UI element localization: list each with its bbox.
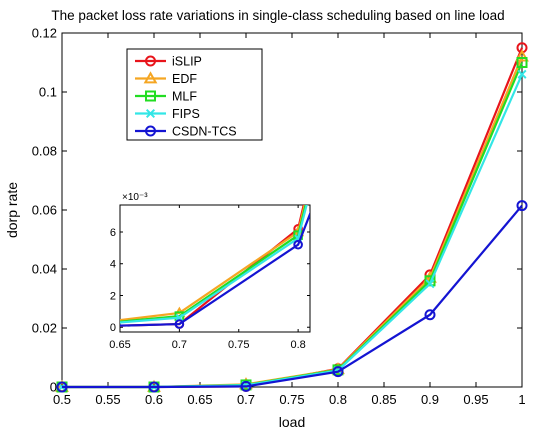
inset-series-layer bbox=[120, 205, 310, 329]
x-tick-label: 0.55 bbox=[95, 392, 120, 407]
inset-y-tick-label: 6 bbox=[110, 227, 116, 239]
inset-plot-frame bbox=[119, 204, 311, 333]
legend-items: iSLIP EDF MLF FIPS CSDN-TCS bbox=[135, 55, 237, 139]
legend-label-edf: EDF bbox=[172, 72, 197, 86]
y-tick-label: 0 bbox=[50, 380, 57, 395]
inset-x-tick-label: 0.8 bbox=[290, 339, 305, 351]
inset-axes: ×10⁻³ 0.65 0.7 0.75 0.8 0 2 4 6 bbox=[109, 192, 311, 351]
legend-marker-fips bbox=[145, 108, 156, 119]
data-point-mlf bbox=[424, 275, 436, 287]
legend-item-edf: EDF bbox=[135, 71, 197, 86]
data-point-csdn-tcs bbox=[516, 200, 528, 212]
inset-y-ticks: 0 2 4 6 bbox=[110, 227, 310, 334]
main-x-ticks: 0.5 0.55 0.6 0.65 0.7 0.75 0.8 0.85 0.9 0.95 1 bbox=[53, 33, 526, 407]
y-tick-label: 0.02 bbox=[32, 321, 57, 336]
x-axis-label: load bbox=[279, 414, 305, 430]
y-tick-label: 0.06 bbox=[32, 203, 57, 218]
inset-x-tick-label: 0.7 bbox=[172, 339, 187, 351]
legend-label-fips: FIPS bbox=[172, 107, 200, 121]
x-tick-label: 0.75 bbox=[279, 392, 304, 407]
inset-y-tick-label: 4 bbox=[110, 259, 116, 271]
y-tick-label: 0.12 bbox=[32, 26, 57, 41]
x-tick-label: 0.6 bbox=[145, 392, 163, 407]
y-tick-label: 0.1 bbox=[39, 85, 57, 100]
legend-item-mlf: MLF bbox=[135, 90, 197, 104]
data-point-csdn-tcs bbox=[148, 381, 160, 393]
legend-box bbox=[126, 48, 263, 141]
legend-label-mlf: MLF bbox=[172, 90, 197, 104]
x-tick-label: 0.8 bbox=[329, 392, 347, 407]
y-axis-label: dorp rate bbox=[4, 182, 20, 238]
x-tick-label: 0.65 bbox=[187, 392, 212, 407]
series-line-csdn-tcs bbox=[62, 204, 523, 389]
inset-x-ticks: 0.65 0.7 0.75 0.8 bbox=[109, 205, 306, 351]
legend-item-fips: FIPS bbox=[135, 107, 200, 121]
legend-label-csdn-tcs: CSDN-TCS bbox=[172, 125, 237, 139]
legend-marker-islip bbox=[145, 55, 156, 67]
x-tick-label: 0.9 bbox=[421, 392, 439, 407]
legend-marker-csdn-tcs bbox=[145, 125, 156, 137]
x-tick-label: 0.7 bbox=[237, 392, 255, 407]
inset-series-clip bbox=[120, 205, 310, 329]
inset-series-line-mlf bbox=[120, 205, 307, 323]
inset-series-line-edf bbox=[120, 205, 306, 322]
data-point-mlf bbox=[516, 57, 528, 68]
data-point-csdn-tcs bbox=[332, 366, 344, 378]
data-point-csdn-tcs bbox=[240, 380, 252, 392]
x-tick-label: 0.5 bbox=[53, 392, 71, 407]
x-tick-label: 0.95 bbox=[463, 392, 488, 407]
x-tick-label: 0.85 bbox=[371, 392, 396, 407]
legend-item-csdn-tcs: CSDN-TCS bbox=[135, 125, 237, 139]
data-point-csdn-tcs bbox=[56, 381, 68, 393]
legend: iSLIP EDF MLF FIPS CSDN-TCS bbox=[126, 48, 263, 141]
inset-series-line-fips bbox=[120, 205, 308, 324]
legend-marker-mlf bbox=[145, 90, 156, 102]
legend-marker-edf bbox=[143, 71, 158, 84]
inset-y-tick-label: 2 bbox=[110, 290, 116, 302]
x-tick-label: 1 bbox=[518, 392, 525, 407]
y-tick-label: 0.08 bbox=[32, 144, 57, 159]
inset-data-point-csdn-tcs bbox=[174, 319, 185, 329]
data-point-fips bbox=[517, 69, 527, 79]
main-y-ticks: 0 0.02 0.04 0.06 0.08 0.1 0.12 bbox=[32, 26, 522, 395]
data-point-fips bbox=[425, 279, 435, 289]
legend-label-islip: iSLIP bbox=[172, 55, 202, 69]
inset-y-tick-label: 0 bbox=[110, 322, 116, 334]
inset-x-tick-label: 0.75 bbox=[228, 339, 249, 351]
data-point-edf bbox=[515, 49, 529, 62]
inset-exponent-label: ×10⁻³ bbox=[122, 192, 148, 203]
data-point-csdn-tcs bbox=[424, 309, 436, 321]
legend-item-islip: iSLIP bbox=[135, 55, 202, 69]
inset-series-line-csdn-tcs bbox=[120, 211, 310, 327]
inset-x-tick-label: 0.65 bbox=[109, 339, 130, 351]
inset-data-point-csdn-tcs bbox=[293, 239, 303, 250]
main-series-layer bbox=[55, 42, 529, 393]
y-tick-label: 0.04 bbox=[32, 262, 57, 277]
chart-title: The packet loss rate variations in singl… bbox=[51, 8, 504, 23]
